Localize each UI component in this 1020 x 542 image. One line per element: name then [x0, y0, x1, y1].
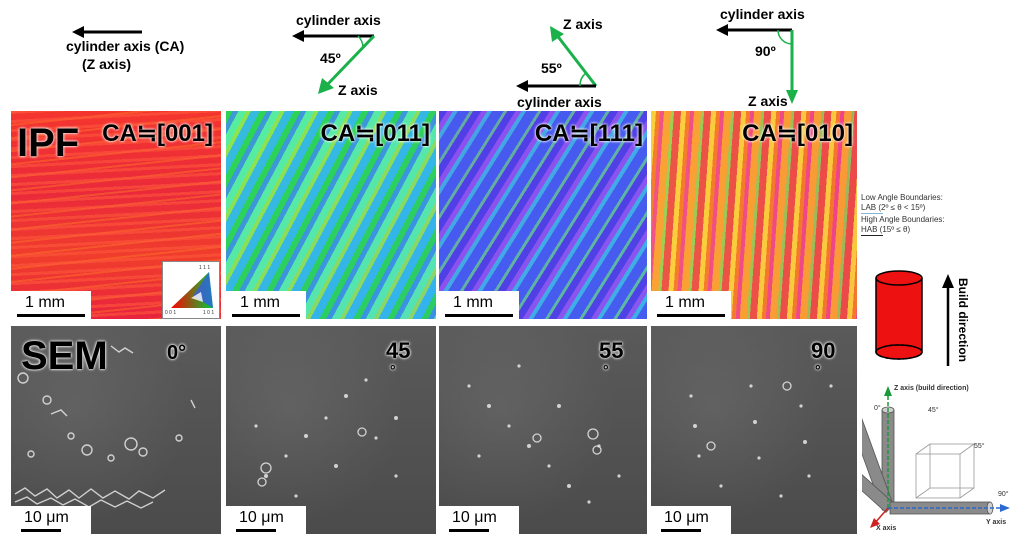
d2-axis-diagram — [292, 30, 376, 94]
sem-particles-45 — [254, 378, 398, 498]
d2-z-axis-label: Z axis — [338, 82, 378, 98]
angle-0-label: 0° — [874, 405, 881, 412]
sem-scale-bar-45: 10 μm — [226, 506, 306, 534]
d1-cylinder-axis-label: cylinder axis (CA) — [66, 38, 185, 54]
scale-line — [661, 529, 701, 532]
ipf-row-label: IPF — [17, 121, 80, 165]
y-axis-3d-label: Y axis — [986, 519, 1007, 526]
triangle-label-111: 1 1 1 — [199, 265, 211, 271]
ipf-scale-bar-010: 1 mm — [651, 291, 731, 319]
angle-45-label: 45° — [928, 407, 939, 414]
sem-angle-55-degree: ° — [603, 362, 609, 378]
scale-line — [236, 529, 276, 532]
scale-line — [17, 314, 85, 317]
axes-3d-diagram: Z axis (build direction) 0° 45° 55° 90° … — [862, 384, 1014, 534]
sem-scale-bar-0: 10 μm — [11, 506, 91, 534]
ipf-map-010: CA≒[010] 1 mm — [651, 111, 857, 319]
scale-line — [21, 529, 61, 532]
sem-particles-0 — [14, 345, 196, 509]
sem-angle-55: 55 — [599, 338, 624, 363]
angle-55-label: 55° — [974, 443, 985, 450]
d2-angle-label: 45º — [320, 50, 341, 66]
sem-particles-55 — [467, 364, 621, 504]
build-direction-arrow — [942, 274, 954, 366]
ipf-scale-label-001: 1 mm — [25, 294, 65, 311]
sem-image-0: SEM 0° 10 μm — [11, 326, 221, 534]
ipf-scale-label-111: 1 mm — [453, 294, 493, 311]
ipf-scale-bar-111: 1 mm — [439, 291, 519, 319]
ipf-title-011: CA≒[011] — [320, 120, 431, 147]
ipf-title-010: CA≒[010] — [742, 120, 853, 147]
hab-line-swatch — [861, 235, 883, 236]
ipf-map-111: CA≒[111] 1 mm — [439, 111, 647, 319]
sem-scale-label-90: 10 μm — [664, 509, 709, 526]
sem-image-45: 45 ° 10 μm — [226, 326, 436, 534]
scale-line — [657, 314, 725, 317]
hab-heading: High Angle Boundaries: — [861, 215, 945, 224]
d4-z-axis-label: Z axis — [748, 93, 788, 109]
lab-value: LAB (2º ≤ θ < 15º) — [861, 203, 926, 212]
angle-90-label: 90° — [998, 491, 1009, 498]
d3-cylinder-axis-label: cylinder axis — [517, 94, 602, 110]
d2-cylinder-axis-label: cylinder axis — [296, 12, 381, 28]
triangle-label-001: 0 0 1 — [165, 310, 177, 316]
scale-line — [232, 314, 300, 317]
ipf-map-011: CA≒[011] 1 mm — [226, 111, 436, 319]
ipf-scale-bar-011: 1 mm — [226, 291, 306, 319]
scale-line — [445, 314, 513, 317]
sem-image-55: 55 ° 10 μm — [439, 326, 647, 534]
sem-particles-90 — [689, 381, 833, 498]
lab-heading: Low Angle Boundaries: — [861, 193, 943, 202]
sem-scale-label-55: 10 μm — [452, 509, 497, 526]
z-axis-3d-label: Z axis (build direction) — [894, 385, 969, 392]
triangle-label-101: 1 0 1 — [203, 310, 215, 316]
ipf-scale-label-010: 1 mm — [665, 294, 705, 311]
ipf-scale-bar-001: 1 mm — [11, 291, 91, 319]
ipf-title-001: CA≒[001] — [102, 120, 213, 147]
x-axis-3d-label: X axis — [876, 525, 897, 532]
ipf-color-key-triangle: 1 1 1 0 0 1 1 0 1 — [162, 261, 220, 319]
axes-3d-drawing — [862, 386, 1010, 528]
hab-value: HAB (15º ≤ θ) — [861, 225, 911, 234]
boundary-legend: Low Angle Boundaries: LAB (2º ≤ θ < 15º)… — [861, 193, 1011, 241]
sem-angle-45-degree: ° — [390, 362, 396, 378]
sem-angle-0: 0° — [167, 342, 187, 364]
ipf-title-111: CA≒[111] — [534, 120, 643, 147]
build-direction-label-wrap: Build direction — [954, 278, 970, 370]
d3-z-axis-label: Z axis — [563, 16, 603, 32]
d4-cylinder-axis-label: cylinder axis — [720, 6, 805, 22]
sem-scale-bar-55: 10 μm — [439, 506, 519, 534]
sem-scale-label-45: 10 μm — [239, 509, 284, 526]
d1-cylinder-axis-arrow — [72, 26, 142, 38]
sem-row-label: SEM — [21, 334, 108, 378]
sem-scale-bar-90: 10 μm — [651, 506, 731, 534]
sem-scale-label-0: 10 μm — [24, 509, 69, 526]
sem-angle-45: 45 — [386, 338, 411, 363]
d4-angle-label: 90º — [755, 43, 776, 59]
sem-angle-90: 90 — [811, 338, 836, 363]
ipf-map-001: IPF CA≒[001] 1 1 1 0 0 1 1 0 1 1 mm — [11, 111, 221, 319]
d1-z-axis-label: (Z axis) — [82, 56, 132, 72]
build-cylinder-icon — [875, 270, 923, 360]
d3-angle-label: 55º — [541, 60, 562, 76]
ipf-scale-label-011: 1 mm — [240, 294, 280, 311]
scale-line — [449, 529, 489, 532]
d3-axis-diagram — [516, 26, 598, 92]
d4-axis-diagram — [716, 24, 798, 104]
sem-image-90: 90 ° 10 μm — [651, 326, 857, 534]
sem-angle-90-degree: ° — [815, 362, 821, 378]
build-direction-label: Build direction — [956, 278, 970, 362]
lab-line-swatch — [861, 213, 883, 214]
